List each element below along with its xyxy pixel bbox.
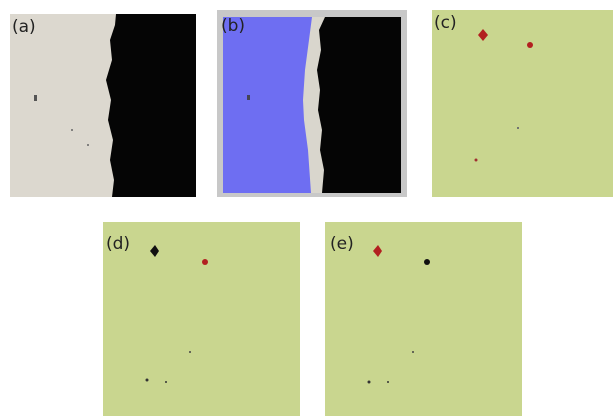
blue-region [223, 17, 312, 193]
panel-label: (b) [221, 16, 245, 36]
panel-label: (e) [330, 234, 354, 254]
figure: (a) (b) (c) (d) (e) [0, 0, 613, 416]
dark-spot [424, 259, 430, 265]
dark-region [317, 17, 401, 193]
speck [34, 95, 37, 101]
speck [475, 159, 478, 162]
panel-label: (d) [106, 234, 130, 254]
image-background [325, 222, 522, 416]
panel-e: (e) [325, 222, 522, 416]
speck [146, 379, 149, 382]
speck [412, 351, 414, 353]
red-spot [527, 42, 533, 48]
speck [165, 381, 167, 383]
dark-region [106, 14, 196, 197]
panel-label: (c) [434, 13, 457, 33]
speck [189, 351, 191, 353]
speck [368, 381, 371, 384]
panel-d: (d) [103, 222, 300, 416]
page: (a) (b) (c) (d) (e) (() => { cons [0, 0, 613, 416]
panel-b: (b) [217, 10, 407, 197]
panel-c: (c) [432, 10, 613, 197]
speck [247, 95, 250, 100]
speck [87, 144, 89, 146]
panel-a: (a) [10, 14, 196, 197]
panel-label: (a) [12, 17, 36, 37]
image-background [432, 10, 613, 197]
speck [517, 127, 519, 129]
speck [387, 381, 389, 383]
red-spot [202, 259, 208, 265]
speck [71, 129, 73, 131]
image-background [103, 222, 300, 416]
